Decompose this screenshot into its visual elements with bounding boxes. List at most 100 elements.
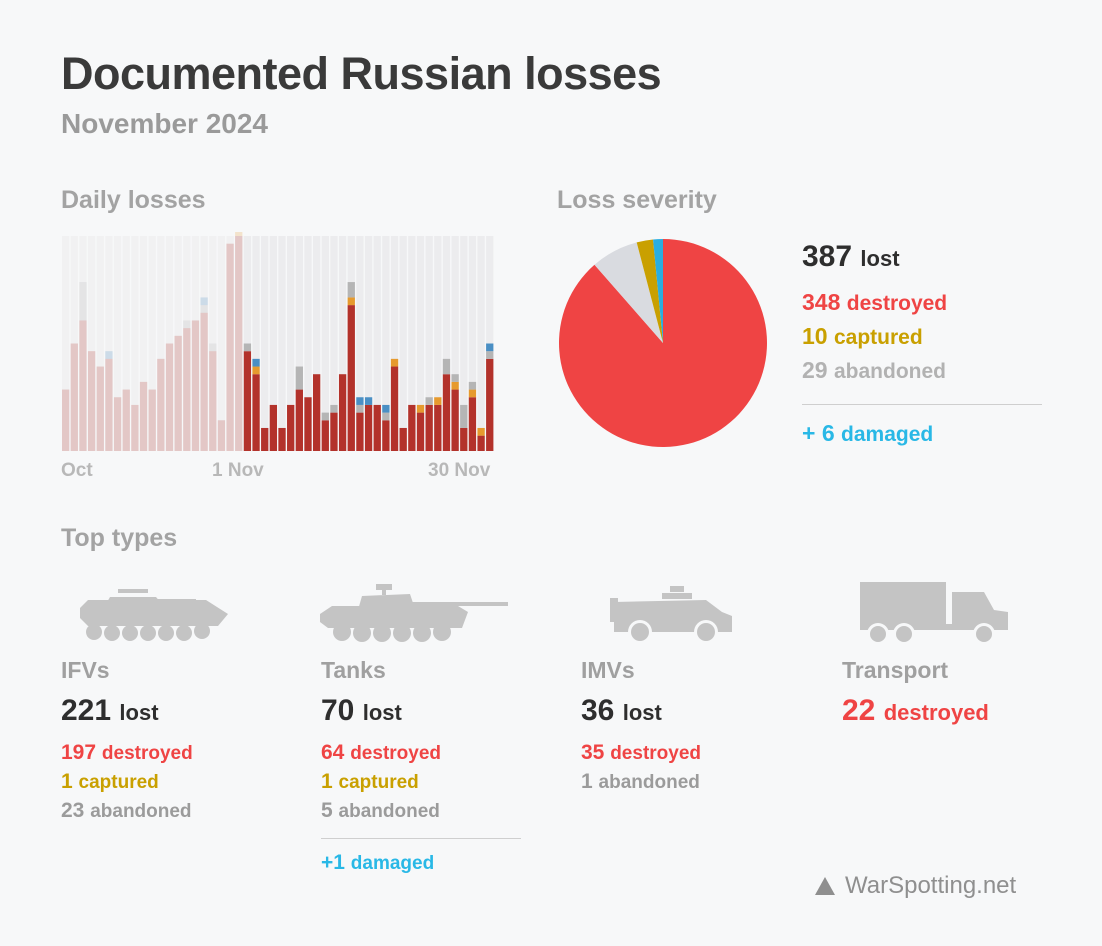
type-lost-ifvs: 221 lost <box>61 694 159 728</box>
bar-background <box>191 236 200 451</box>
bar-destroyed <box>434 404 442 451</box>
bar-abandoned <box>486 351 494 359</box>
bar-background <box>442 236 451 451</box>
tank-icon <box>320 584 508 642</box>
type-lost-label: lost <box>622 700 662 725</box>
bar-captured <box>347 297 355 306</box>
brand-logo: WarSpotting.net <box>815 872 1016 900</box>
severity-total-label: lost <box>860 246 900 271</box>
type-abandoned-ifvs: 23 abandoned <box>61 799 192 823</box>
pie-slice-captured <box>636 239 663 343</box>
bar-abandoned <box>321 412 329 421</box>
bar-destroyed <box>304 397 312 451</box>
type-name-transport: Transport <box>842 657 949 683</box>
bar-damaged <box>364 397 373 405</box>
bar-background <box>157 236 165 451</box>
page-title: Documented Russian losses <box>61 48 662 99</box>
bar-destroyed <box>373 404 381 451</box>
triangle-logo-icon <box>815 877 835 895</box>
type-lost-tanks: 70 lost <box>321 694 402 728</box>
bar-destroyed <box>87 351 96 451</box>
severity-damaged-number: + 6 <box>802 420 835 446</box>
severity-destroyed-number: 348 <box>802 289 841 315</box>
bar-background <box>217 236 226 451</box>
bar-destroyed <box>468 397 477 451</box>
bar-captured <box>477 427 485 436</box>
bar-background <box>278 236 286 451</box>
bar-damaged <box>105 351 113 359</box>
bar-destroyed <box>191 320 200 451</box>
type-abandoned-imvs: 1 abandoned <box>581 770 700 794</box>
type-destroyed-imvs: 35 destroyed <box>581 741 701 765</box>
bar-abandoned <box>79 282 87 321</box>
severity-destroyed: 348 destroyed <box>802 289 947 316</box>
bar-abandoned <box>468 381 477 390</box>
type-abandoned-label: abandoned <box>598 772 700 793</box>
type-destroyed-label: destroyed <box>101 743 193 764</box>
bar-destroyed <box>217 420 226 451</box>
type-lost-number: 70 <box>321 694 355 727</box>
bar-abandoned <box>451 374 459 382</box>
bar-background <box>287 236 295 451</box>
type-lost-imvs: 36 lost <box>581 694 662 728</box>
ifv-icon <box>80 589 228 641</box>
bar-background <box>70 236 78 451</box>
type-captured-ifvs: 1 captured <box>61 770 159 794</box>
bar-damaged <box>486 343 494 352</box>
bar-destroyed <box>364 404 373 451</box>
severity-captured-number: 10 <box>802 323 828 349</box>
truck-icon <box>860 582 1008 645</box>
bar-background <box>321 236 329 451</box>
bar-destroyed <box>477 435 485 451</box>
bar-background <box>451 236 459 451</box>
bar-destroyed <box>330 412 338 451</box>
tanks-divider <box>321 838 521 839</box>
severity-captured-label: captured <box>833 326 923 349</box>
bar-background <box>390 236 399 451</box>
bar-destroyed <box>243 351 252 451</box>
type-lost-number: 36 <box>581 694 615 727</box>
bar-destroyed <box>252 374 260 451</box>
loss-severity-heading: Loss severity <box>557 186 717 214</box>
bar-background <box>122 236 130 451</box>
bar-abandoned <box>425 397 433 405</box>
bar-destroyed <box>382 420 390 451</box>
type-name-ifvs: IFVs <box>61 657 110 683</box>
bar-abandoned <box>347 282 355 298</box>
type-destroyed-tanks: 64 destroyed <box>321 741 441 765</box>
bar-abandoned <box>460 404 468 428</box>
type-captured-tanks: 1 captured <box>321 770 419 794</box>
bar-captured <box>235 232 243 236</box>
bar-background <box>295 236 303 451</box>
bar-abandoned <box>183 320 191 329</box>
type-lost-transport: 22 destroyed <box>842 694 989 728</box>
type-abandoned-number: 1 <box>581 770 593 793</box>
type-name-tanks: Tanks <box>321 657 386 683</box>
bar-background <box>105 236 113 451</box>
bar-background <box>468 236 477 451</box>
type-abandoned-number: 23 <box>61 799 85 822</box>
type-captured-number: 1 <box>61 770 73 793</box>
bar-destroyed <box>486 358 494 451</box>
type-lost-number: 22 <box>842 694 876 727</box>
bar-destroyed <box>235 236 243 451</box>
bar-background <box>261 236 269 451</box>
x-tick-label: 1 Nov <box>212 460 264 481</box>
bar-background <box>131 236 139 451</box>
bar-background <box>338 236 347 451</box>
type-lost-label: lost <box>362 700 402 725</box>
bar-destroyed <box>390 366 399 451</box>
type-lost-label: destroyed <box>883 700 989 725</box>
bar-background <box>373 236 381 451</box>
bar-background <box>364 236 373 451</box>
bar-background <box>330 236 338 451</box>
bar-destroyed <box>96 366 104 451</box>
type-damaged-number: +1 <box>321 851 345 874</box>
type-name-imvs: IMVs <box>581 657 635 683</box>
bar-destroyed <box>174 335 182 451</box>
type-abandoned-label: abandoned <box>90 801 192 822</box>
bar-destroyed <box>347 305 355 451</box>
bar-destroyed <box>131 404 139 451</box>
pie-slice-abandoned <box>594 242 663 343</box>
bar-abandoned <box>295 366 303 390</box>
